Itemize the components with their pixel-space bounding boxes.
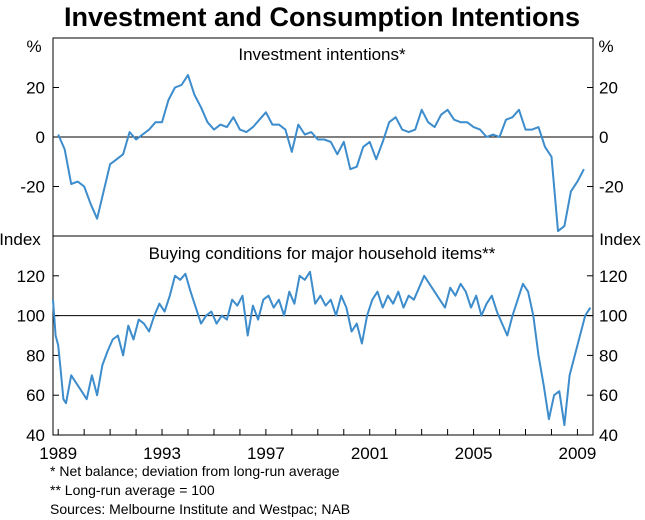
investment-intentions-line xyxy=(57,74,585,233)
bottom-ytick-right-label: 80 xyxy=(599,346,618,365)
x-tick-label: 2001 xyxy=(351,444,389,463)
x-tick-label: 1993 xyxy=(143,444,181,463)
footnote-1: * Net balance; deviation from long-run a… xyxy=(50,463,340,479)
top-ytick-left-label: 0 xyxy=(36,128,45,147)
bottom-ytick-left-label: 60 xyxy=(26,386,45,405)
top-ytick-right-label: 20 xyxy=(599,79,618,98)
bottom-ytick-right-label: 40 xyxy=(599,426,618,445)
bottom-unit-left: Index xyxy=(0,230,41,249)
bottom-ytick-left-label: 40 xyxy=(26,426,45,445)
footnote-2: ** Long-run average = 100 xyxy=(50,482,215,498)
bottom-panel-plot: 40 40 60 60 80 80 100 100 120 120 xyxy=(17,267,628,445)
bottom-ytick-left-label: 120 xyxy=(17,267,45,286)
buying-conditions-line xyxy=(52,270,592,427)
x-tick-label: 2005 xyxy=(455,444,493,463)
x-tick-label: 1989 xyxy=(39,444,77,463)
top-ytick-left-label: 20 xyxy=(26,79,45,98)
bottom-panel-title: Buying conditions for major household it… xyxy=(149,244,496,263)
x-tick-label: 2009 xyxy=(559,444,597,463)
top-ytick-left-label: -20 xyxy=(20,178,45,197)
top-ytick-right-label: 0 xyxy=(599,128,608,147)
top-ytick-right-label: -20 xyxy=(599,178,624,197)
top-unit-right: % xyxy=(598,37,613,56)
top-panel-plot: -20 -20 0 0 20 20 xyxy=(20,74,624,233)
x-tick-label: 1997 xyxy=(247,444,285,463)
figure-title: Investment and Consumption Intentions xyxy=(64,2,580,32)
bottom-ytick-right-label: 100 xyxy=(599,307,627,326)
top-unit-left: % xyxy=(26,37,41,56)
bottom-ytick-right-label: 120 xyxy=(599,267,627,286)
top-panel-title: Investment intentions* xyxy=(238,45,406,64)
bottom-ytick-left-label: 100 xyxy=(17,307,45,326)
bottom-ytick-right-label: 60 xyxy=(599,386,618,405)
x-axis: 1989 1993 1997 2001 2005 2009 xyxy=(39,429,596,463)
sources-note: Sources: Melbourne Institute and Westpac… xyxy=(50,501,350,517)
bottom-ytick-left-label: 80 xyxy=(26,346,45,365)
bottom-unit-right: Index xyxy=(599,230,641,249)
